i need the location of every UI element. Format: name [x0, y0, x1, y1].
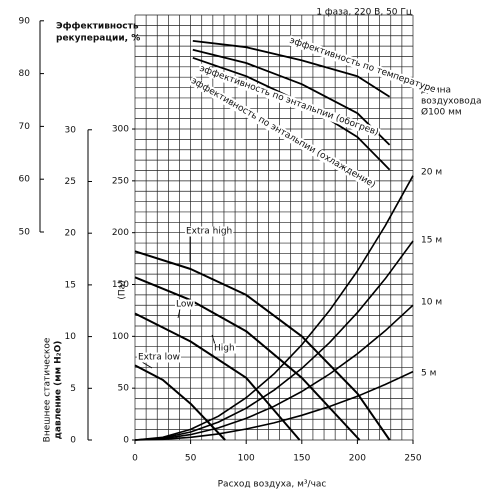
series-label: Low [176, 300, 194, 310]
duct-curve [134, 175, 414, 441]
duct-label: Ø100 мм [421, 107, 462, 118]
y2-tick-label: 0 [70, 436, 76, 446]
label-background [175, 299, 195, 310]
duct-curve [134, 370, 414, 441]
series-label: 5 м [421, 369, 436, 379]
y3-tick-label: 80 [19, 69, 31, 79]
label-background [137, 352, 181, 363]
fan-curve [134, 276, 361, 441]
y3-tick-label: 90 [19, 16, 31, 26]
y-tick-label: 150 [112, 280, 129, 290]
fan-curve [134, 312, 301, 441]
y-tick-label: 50 [118, 384, 130, 394]
y2-tick-label: 30 [65, 125, 77, 135]
series-label: High [214, 344, 235, 354]
y2-axis-label: Внешнее статическое [43, 337, 53, 442]
chart-title: 1 фаза, 220 В, 50 Гц [316, 8, 412, 18]
series-label: 10 м [421, 298, 442, 308]
marks [134, 40, 414, 441]
label-background [185, 226, 234, 237]
label-background [287, 35, 439, 96]
leader-line [177, 308, 181, 319]
y-tick-label: 200 [112, 228, 129, 238]
label-background [197, 63, 381, 139]
y3-tick-label: 70 [19, 122, 31, 132]
leader-line [141, 361, 153, 369]
y2-tick-label: 20 [65, 229, 77, 239]
series-label: Extra high [186, 227, 232, 237]
y2-tick-label: 25 [65, 177, 76, 187]
y-tick-label: 300 [112, 125, 129, 135]
duct-label: воздуховода [421, 97, 482, 107]
x-tick-label: 0 [132, 454, 138, 464]
series-label: 20 м [421, 168, 442, 178]
duct-curve [134, 240, 414, 441]
y2-tick-label: 10 [65, 332, 77, 342]
y3-tick-label: 50 [19, 227, 31, 237]
x-tick-label: 250 [404, 454, 421, 464]
y3-axis-label: Эффективность [56, 22, 139, 32]
efficiency-curve [192, 40, 391, 98]
x-tick-label: 150 [293, 454, 310, 464]
x-axis-label: Расход воздуха, м³/час [218, 480, 327, 490]
series-label: 15 м [421, 236, 442, 246]
label-background [213, 343, 236, 354]
label-background [188, 75, 378, 191]
fan-curve [134, 250, 391, 441]
efficiency-curve [192, 48, 391, 146]
y3-tick-label: 60 [19, 175, 31, 185]
y-tick-label: 0 [123, 436, 129, 446]
y-tick-label: 250 [112, 176, 129, 186]
fan-curve [134, 364, 226, 441]
y-axis-label: (Па) [118, 280, 128, 299]
duct-curve [134, 304, 414, 441]
y2-axis-label: давление (мм H₂O) [54, 341, 64, 440]
series-label: Extra low [138, 353, 180, 363]
y2-tick-label: 5 [70, 384, 76, 394]
x-tick-label: 100 [238, 454, 255, 464]
x-tick-label: 50 [185, 454, 197, 464]
y3-axis-label: рекуперации, % [56, 34, 140, 44]
y2-tick-label: 15 [65, 280, 76, 290]
x-tick-label: 200 [349, 454, 366, 464]
y-tick-label: 100 [112, 332, 129, 342]
